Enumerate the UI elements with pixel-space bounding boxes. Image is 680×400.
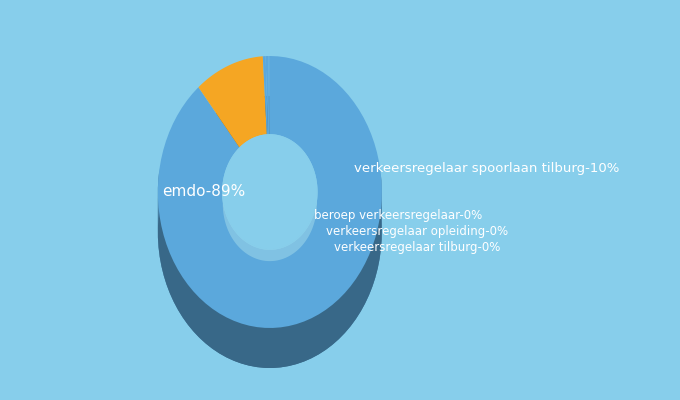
Polygon shape	[373, 238, 375, 286]
Polygon shape	[167, 244, 170, 293]
Polygon shape	[268, 249, 271, 289]
Polygon shape	[173, 262, 177, 310]
Polygon shape	[319, 310, 326, 354]
Polygon shape	[158, 56, 381, 328]
Polygon shape	[158, 207, 160, 257]
Polygon shape	[233, 228, 235, 271]
Polygon shape	[225, 210, 226, 254]
Polygon shape	[281, 326, 288, 367]
Polygon shape	[223, 192, 317, 261]
Polygon shape	[271, 249, 275, 289]
Polygon shape	[229, 221, 231, 264]
Polygon shape	[223, 135, 317, 249]
Polygon shape	[299, 234, 301, 277]
Polygon shape	[273, 327, 281, 368]
Polygon shape	[212, 309, 219, 353]
Polygon shape	[199, 56, 267, 148]
Polygon shape	[369, 246, 373, 295]
Polygon shape	[255, 246, 258, 287]
Polygon shape	[231, 224, 233, 268]
Polygon shape	[223, 135, 317, 249]
Polygon shape	[257, 327, 265, 368]
Polygon shape	[365, 255, 369, 304]
Polygon shape	[177, 270, 182, 317]
Polygon shape	[375, 228, 378, 278]
Polygon shape	[266, 56, 269, 135]
Polygon shape	[304, 228, 306, 272]
Polygon shape	[262, 56, 268, 135]
Polygon shape	[158, 96, 381, 368]
Polygon shape	[199, 96, 267, 188]
Polygon shape	[226, 214, 228, 258]
Polygon shape	[226, 317, 234, 361]
Polygon shape	[288, 243, 290, 285]
Polygon shape	[284, 245, 288, 286]
Polygon shape	[199, 298, 205, 344]
Polygon shape	[356, 272, 361, 319]
Polygon shape	[170, 253, 173, 302]
Polygon shape	[265, 249, 268, 289]
Polygon shape	[261, 248, 265, 289]
Polygon shape	[296, 237, 299, 279]
Polygon shape	[351, 279, 356, 326]
Polygon shape	[160, 217, 161, 266]
Polygon shape	[310, 218, 311, 262]
Polygon shape	[158, 169, 160, 218]
Polygon shape	[275, 248, 277, 289]
Polygon shape	[235, 231, 238, 274]
Polygon shape	[266, 96, 269, 175]
Text: verkeersregelaar tilburg-0%: verkeersregelaar tilburg-0%	[334, 242, 500, 254]
Polygon shape	[290, 242, 293, 283]
Polygon shape	[164, 235, 167, 284]
Polygon shape	[182, 277, 188, 324]
Polygon shape	[379, 209, 381, 259]
Polygon shape	[205, 304, 212, 349]
Polygon shape	[188, 284, 193, 331]
Polygon shape	[314, 207, 315, 251]
Text: emdo-89%: emdo-89%	[162, 184, 245, 200]
Polygon shape	[301, 232, 304, 274]
Text: verkeersregelaar spoorlaan tilburg-10%: verkeersregelaar spoorlaan tilburg-10%	[354, 162, 619, 174]
Polygon shape	[304, 318, 311, 362]
Polygon shape	[161, 226, 164, 275]
Polygon shape	[315, 203, 316, 247]
Polygon shape	[252, 245, 255, 286]
Polygon shape	[277, 248, 281, 288]
Polygon shape	[243, 239, 245, 281]
Polygon shape	[339, 293, 345, 339]
Polygon shape	[361, 264, 365, 312]
Text: verkeersregelaar opleiding-0%: verkeersregelaar opleiding-0%	[326, 226, 508, 238]
Polygon shape	[240, 236, 243, 279]
Polygon shape	[228, 218, 229, 261]
Polygon shape	[296, 322, 304, 364]
Polygon shape	[313, 211, 314, 255]
Text: beroep verkeersregelaar-0%: beroep verkeersregelaar-0%	[314, 210, 482, 222]
Polygon shape	[241, 324, 249, 366]
Polygon shape	[269, 56, 270, 135]
Polygon shape	[245, 241, 249, 283]
Polygon shape	[378, 219, 379, 268]
Polygon shape	[238, 234, 240, 276]
Polygon shape	[249, 243, 252, 285]
Polygon shape	[234, 321, 241, 364]
Polygon shape	[333, 299, 339, 345]
Polygon shape	[306, 225, 308, 268]
Polygon shape	[293, 239, 296, 282]
Polygon shape	[249, 326, 257, 367]
Polygon shape	[345, 286, 351, 333]
Polygon shape	[265, 328, 273, 368]
Polygon shape	[311, 215, 313, 258]
Polygon shape	[326, 305, 333, 350]
Polygon shape	[311, 314, 319, 358]
Polygon shape	[288, 324, 296, 366]
Polygon shape	[219, 313, 226, 357]
Polygon shape	[262, 96, 268, 175]
Polygon shape	[193, 291, 199, 338]
Polygon shape	[281, 246, 284, 288]
Polygon shape	[308, 222, 310, 265]
Polygon shape	[269, 96, 270, 175]
Polygon shape	[224, 206, 225, 250]
Polygon shape	[258, 247, 261, 288]
